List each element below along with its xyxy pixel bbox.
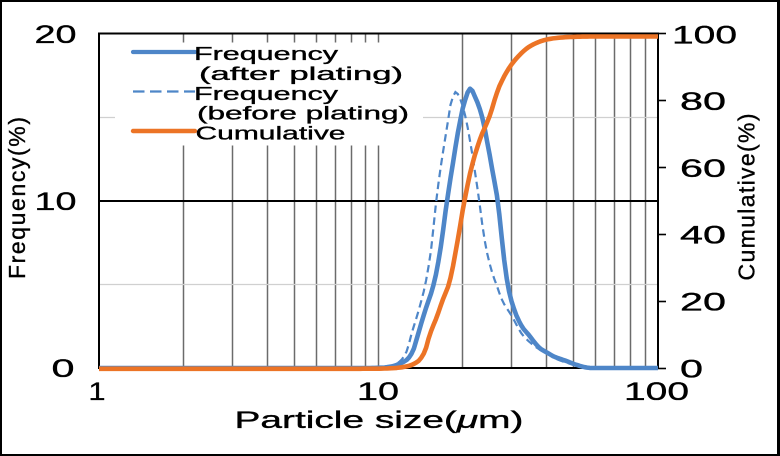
svg-text:100: 100: [624, 378, 689, 406]
svg-text:20: 20: [35, 21, 77, 49]
svg-text:Cumulative: Cumulative: [196, 123, 346, 144]
svg-text:Particle size(μm): Particle size(μ m): [235, 407, 524, 434]
svg-text:0: 0: [680, 355, 703, 383]
svg-text:80: 80: [680, 88, 726, 116]
svg-text:20: 20: [680, 288, 726, 316]
svg-text:10: 10: [35, 188, 77, 216]
svg-text:Cumulative(%): Cumulative(%): [734, 114, 760, 281]
svg-text:10: 10: [357, 378, 399, 406]
svg-text:(before plating): (before plating): [197, 103, 409, 124]
svg-text:0: 0: [52, 355, 75, 383]
svg-text:Frequency(%): Frequency(%): [4, 117, 30, 279]
svg-text:100: 100: [672, 21, 737, 49]
svg-text:(after plating): (after plating): [199, 63, 403, 84]
svg-text:Frequency: Frequency: [194, 43, 339, 64]
svg-text:Frequency: Frequency: [194, 83, 339, 104]
svg-text:1: 1: [89, 378, 106, 406]
svg-text:60: 60: [680, 155, 726, 183]
svg-text:40: 40: [680, 222, 726, 250]
